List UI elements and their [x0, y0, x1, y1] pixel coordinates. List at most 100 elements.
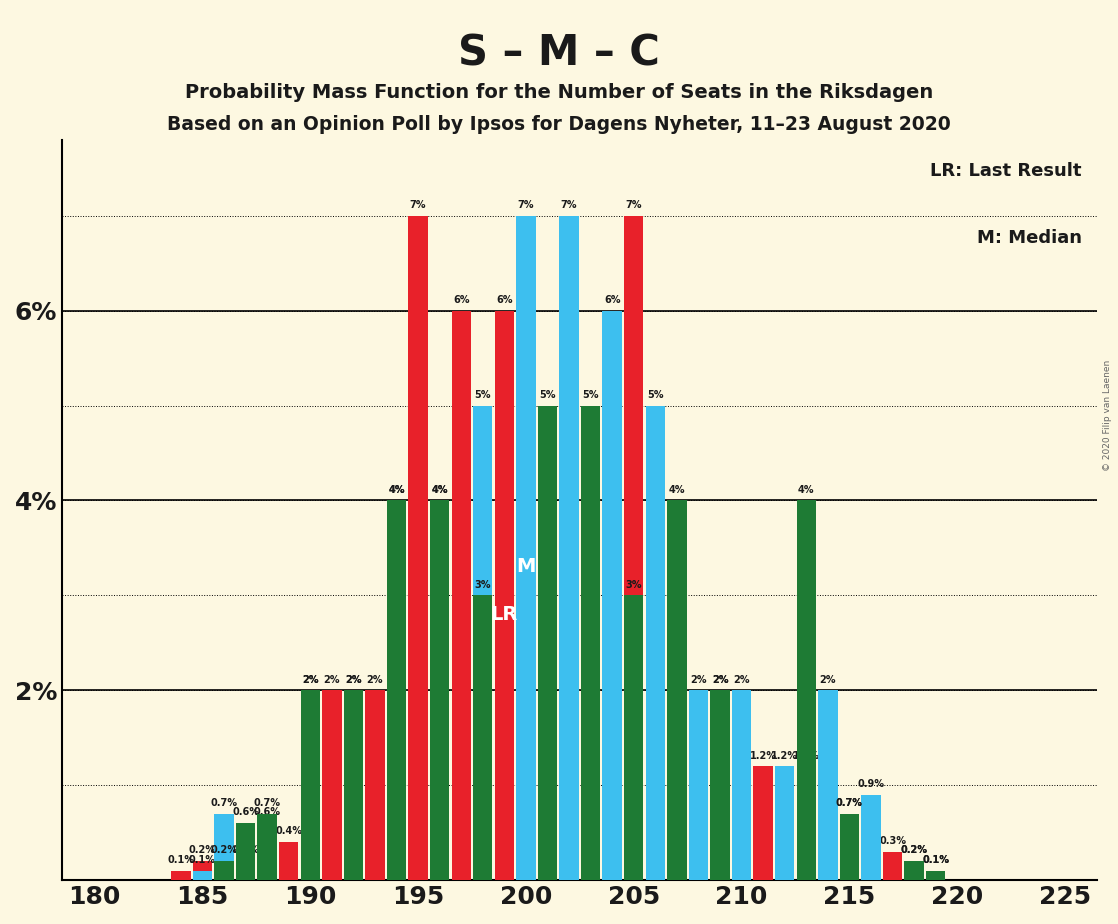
Text: 5%: 5% [582, 390, 599, 400]
Bar [667, 501, 686, 881]
Text: 0.2%: 0.2% [901, 845, 928, 856]
Bar [818, 690, 837, 881]
Text: 0.7%: 0.7% [836, 798, 863, 808]
Text: 4%: 4% [432, 485, 448, 494]
Text: 0.1%: 0.1% [168, 855, 195, 865]
Text: 6%: 6% [496, 295, 512, 305]
Bar [710, 690, 730, 881]
Bar [192, 861, 212, 881]
Bar [343, 690, 363, 881]
Bar [603, 310, 622, 881]
Bar [171, 870, 190, 881]
Bar [236, 861, 255, 881]
Text: 6%: 6% [604, 295, 620, 305]
Bar [236, 823, 255, 881]
Text: 0.2%: 0.2% [189, 845, 216, 856]
Text: 4%: 4% [798, 485, 815, 494]
Bar [775, 766, 795, 881]
Bar [366, 690, 385, 881]
Text: 0.1%: 0.1% [922, 855, 949, 865]
Bar [387, 501, 406, 881]
Text: 2%: 2% [302, 675, 319, 685]
Text: 4%: 4% [582, 485, 599, 494]
Text: LR: Last Result: LR: Last Result [930, 162, 1082, 180]
Bar [559, 215, 579, 881]
Bar [883, 852, 902, 881]
Text: M: Median: M: Median [977, 228, 1082, 247]
Text: 2%: 2% [345, 675, 361, 685]
Bar [322, 690, 341, 881]
Bar [215, 814, 234, 881]
Bar [517, 215, 536, 881]
Bar [581, 501, 600, 881]
Bar [430, 501, 449, 881]
Text: 1.2%: 1.2% [771, 750, 798, 760]
Bar [257, 814, 277, 881]
Text: 7%: 7% [561, 200, 577, 210]
Text: 0.2%: 0.2% [233, 845, 259, 856]
Bar [581, 406, 600, 881]
Text: 4%: 4% [432, 485, 448, 494]
Bar [301, 690, 320, 881]
Bar [667, 690, 686, 881]
Text: Based on an Opinion Poll by Ipsos for Dagens Nyheter, 11–23 August 2020: Based on an Opinion Poll by Ipsos for Da… [167, 115, 951, 134]
Bar [494, 310, 514, 881]
Bar [904, 861, 923, 881]
Text: M: M [517, 557, 536, 577]
Bar [192, 870, 212, 881]
Text: 2%: 2% [690, 675, 707, 685]
Text: 0.2%: 0.2% [901, 845, 928, 856]
Text: 0.4%: 0.4% [275, 826, 302, 836]
Text: 0.6%: 0.6% [254, 808, 281, 818]
Bar [624, 215, 644, 881]
Bar [257, 823, 277, 881]
Text: S – M – C: S – M – C [458, 32, 660, 74]
Text: 3%: 3% [625, 579, 642, 590]
Text: 3%: 3% [474, 579, 491, 590]
Text: 0.1%: 0.1% [189, 855, 216, 865]
Text: 4%: 4% [388, 485, 405, 494]
Text: 0.6%: 0.6% [233, 808, 259, 818]
Text: 7%: 7% [625, 200, 642, 210]
Text: 0.1%: 0.1% [922, 855, 949, 865]
Text: 2%: 2% [733, 675, 750, 685]
Bar [538, 406, 557, 881]
Bar [452, 310, 471, 881]
Text: 2%: 2% [712, 675, 728, 685]
Text: 1.2%: 1.2% [793, 750, 819, 760]
Text: 0.2%: 0.2% [210, 845, 237, 856]
Bar [732, 690, 751, 881]
Text: Probability Mass Function for the Number of Seats in the Riksdagen: Probability Mass Function for the Number… [184, 83, 934, 103]
Text: 0.7%: 0.7% [210, 798, 237, 808]
Bar [689, 690, 708, 881]
Bar [538, 501, 557, 881]
Text: 0.7%: 0.7% [836, 798, 863, 808]
Bar [280, 842, 299, 881]
Bar [215, 861, 234, 881]
Bar [408, 215, 428, 881]
Bar [904, 861, 923, 881]
Bar [796, 501, 816, 881]
Bar [430, 501, 449, 881]
Text: 1.2%: 1.2% [750, 750, 777, 760]
Text: 2%: 2% [345, 675, 361, 685]
Bar [473, 595, 493, 881]
Bar [840, 814, 859, 881]
Bar [796, 766, 816, 881]
Bar [473, 406, 493, 881]
Bar [624, 595, 644, 881]
Bar [343, 690, 363, 881]
Bar [301, 690, 320, 881]
Text: 6%: 6% [453, 295, 470, 305]
Text: 5%: 5% [539, 390, 556, 400]
Bar [710, 690, 730, 881]
Text: 2%: 2% [669, 675, 685, 685]
Text: 4%: 4% [539, 485, 556, 494]
Text: 7%: 7% [518, 200, 534, 210]
Text: 2%: 2% [302, 675, 319, 685]
Text: 0.7%: 0.7% [254, 798, 281, 808]
Bar [754, 766, 773, 881]
Text: 2%: 2% [712, 675, 728, 685]
Text: 5%: 5% [647, 390, 664, 400]
Text: 2%: 2% [367, 675, 383, 685]
